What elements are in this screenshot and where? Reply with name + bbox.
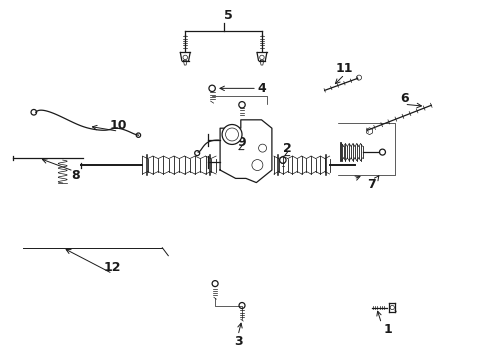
Text: 3: 3 (233, 335, 242, 348)
Text: 8: 8 (71, 168, 80, 181)
Text: 4: 4 (257, 82, 266, 95)
Text: 6: 6 (399, 92, 408, 105)
Text: 5: 5 (223, 9, 232, 22)
Text: 10: 10 (109, 119, 127, 132)
Text: 7: 7 (366, 179, 375, 192)
Text: 11: 11 (335, 62, 353, 75)
Circle shape (222, 125, 242, 144)
Text: 12: 12 (103, 261, 121, 274)
Text: 9: 9 (237, 136, 246, 149)
Text: 2: 2 (283, 141, 292, 155)
Text: 1: 1 (382, 323, 391, 336)
Polygon shape (220, 120, 271, 183)
